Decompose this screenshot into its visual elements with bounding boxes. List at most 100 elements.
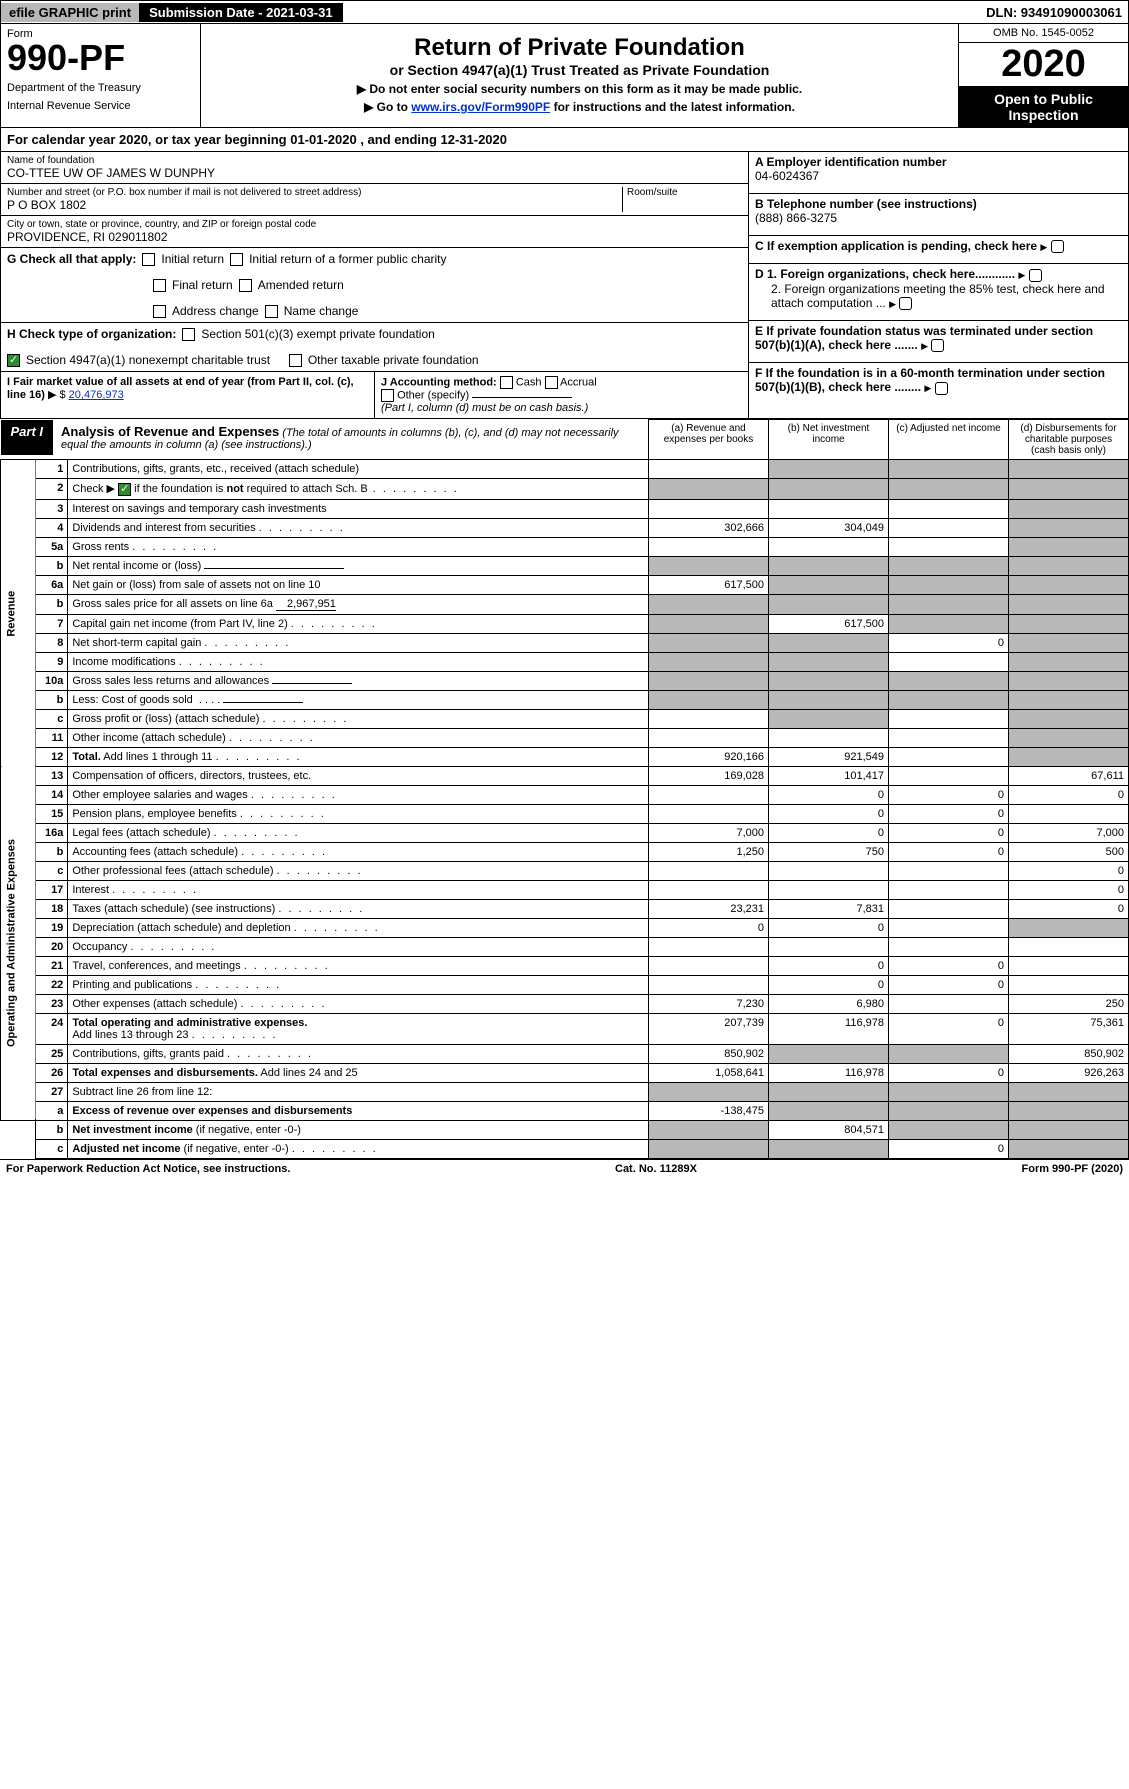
r12-a: 920,166 <box>649 747 769 766</box>
phone-label: B Telephone number (see instructions) <box>755 197 1122 211</box>
ein-label: A Employer identification number <box>755 155 1122 169</box>
foundation-name: CO-TTEE UW OF JAMES W DUNPHY <box>7 166 742 180</box>
row-6a: 6aNet gain or (loss) from sale of assets… <box>1 575 1129 594</box>
h-label: H Check type of organization: <box>7 327 176 341</box>
r21-c: 0 <box>889 956 1009 975</box>
c-checkbox[interactable] <box>1051 240 1064 253</box>
name-change-checkbox[interactable] <box>265 305 278 318</box>
r6a-desc: Net gain or (loss) from sale of assets n… <box>68 575 649 594</box>
tax-year: 2020 <box>959 43 1128 87</box>
f-checkbox[interactable] <box>935 382 948 395</box>
calendar-year-row: For calendar year 2020, or tax year begi… <box>0 128 1129 152</box>
d2-checkbox[interactable] <box>899 297 912 310</box>
r14-d: 0 <box>1009 785 1129 804</box>
d1-checkbox[interactable] <box>1029 269 1042 282</box>
irs-link[interactable]: www.irs.gov/Form990PF <box>411 100 550 114</box>
part1-table: Part I Analysis of Revenue and Expenses … <box>0 419 1129 1159</box>
initial-former-checkbox[interactable] <box>230 253 243 266</box>
foundation-info: Name of foundation CO-TTEE UW OF JAMES W… <box>0 152 1129 419</box>
accrual-checkbox[interactable] <box>545 376 558 389</box>
row-11: 11Other income (attach schedule) <box>1 728 1129 747</box>
r25-a: 850,902 <box>649 1044 769 1063</box>
r2-not: not <box>226 483 243 495</box>
r19-a: 0 <box>649 918 769 937</box>
row-2: 2Check ▶ if the foundation is not requir… <box>1 479 1129 500</box>
dept-treasury: Department of the Treasury <box>7 82 194 94</box>
r16b-desc: Accounting fees (attach schedule) <box>72 846 238 858</box>
r25-desc: Contributions, gifts, grants paid <box>72 1048 224 1060</box>
g-opt-4: Address change <box>172 304 259 318</box>
revenue-sidelabel: Revenue <box>1 460 36 767</box>
row-4: 4Dividends and interest from securities … <box>1 518 1129 537</box>
r24-c: 0 <box>889 1013 1009 1044</box>
part1-tag: Part I <box>1 420 54 455</box>
r9-desc: Income modifications <box>72 656 175 668</box>
address: P O BOX 1802 <box>7 198 622 212</box>
schB-checkbox[interactable] <box>118 483 131 496</box>
r6b-val: 2,967,951 <box>276 598 336 611</box>
r6b-desc: Gross sales price for all assets on line… <box>72 598 273 610</box>
r23-desc: Other expenses (attach schedule) <box>72 998 237 1010</box>
r22-b: 0 <box>769 975 889 994</box>
form-number: 990-PF <box>7 37 125 78</box>
r27c-c: 0 <box>889 1139 1009 1158</box>
r21-desc: Travel, conferences, and meetings <box>72 960 240 972</box>
r16a-c: 0 <box>889 823 1009 842</box>
room-label: Room/suite <box>627 187 742 198</box>
r21-b: 0 <box>769 956 889 975</box>
submission-date: Submission Date - 2021-03-31 <box>139 3 343 22</box>
r13-b: 101,417 <box>769 766 889 785</box>
dln: DLN: 93491090003061 <box>986 5 1128 20</box>
r24-bold: Total operating and administrative expen… <box>72 1017 307 1029</box>
row-15: 15Pension plans, employee benefits 00 <box>1 804 1129 823</box>
h-501c3-checkbox[interactable] <box>182 328 195 341</box>
row-5a: 5aGross rents <box>1 537 1129 556</box>
r16b-d: 500 <box>1009 842 1129 861</box>
row-6b: bGross sales price for all assets on lin… <box>1 594 1129 614</box>
r7-desc: Capital gain net income (from Part IV, l… <box>72 618 287 630</box>
amended-return-checkbox[interactable] <box>239 279 252 292</box>
r4-desc: Dividends and interest from securities <box>72 522 255 534</box>
r25-d: 850,902 <box>1009 1044 1129 1063</box>
goto-post: for instructions and the latest informat… <box>550 100 795 114</box>
r14-b: 0 <box>769 785 889 804</box>
address-change-checkbox[interactable] <box>153 305 166 318</box>
row-27a: aExcess of revenue over expenses and dis… <box>1 1101 1129 1120</box>
row-3: 3Interest on savings and temporary cash … <box>1 499 1129 518</box>
r14-desc: Other employee salaries and wages <box>72 789 247 801</box>
r26-bold: Total expenses and disbursements. <box>72 1067 258 1079</box>
name-label: Name of foundation <box>7 155 742 166</box>
r22-desc: Printing and publications <box>72 979 192 991</box>
h-4947-checkbox[interactable] <box>7 354 20 367</box>
page-footer: For Paperwork Reduction Act Notice, see … <box>0 1159 1129 1178</box>
other-method-checkbox[interactable] <box>381 389 394 402</box>
h-other-checkbox[interactable] <box>289 354 302 367</box>
i-arrow: ▶ $ <box>48 389 66 401</box>
row-27c: cAdjusted net income (if negative, enter… <box>1 1139 1129 1158</box>
row-16c: cOther professional fees (attach schedul… <box>1 861 1129 880</box>
row-20: 20Occupancy <box>1 937 1129 956</box>
j-cash: Cash <box>516 376 542 388</box>
e-checkbox[interactable] <box>931 339 944 352</box>
h-opt-3: Other taxable private foundation <box>308 353 479 367</box>
cash-checkbox[interactable] <box>500 376 513 389</box>
col-a-header: (a) Revenue and expenses per books <box>649 420 769 460</box>
r23-b: 6,980 <box>769 994 889 1013</box>
r18-desc: Taxes (attach schedule) (see instruction… <box>72 903 275 915</box>
r27b-desc: (if negative, enter -0-) <box>193 1124 301 1136</box>
d1-label: D 1. Foreign organizations, check here..… <box>755 267 1015 281</box>
r13-desc: Compensation of officers, directors, tru… <box>68 766 649 785</box>
g-opt-3: Amended return <box>258 278 344 292</box>
efile-badge: efile GRAPHIC print <box>1 3 139 22</box>
r16b-c: 0 <box>889 842 1009 861</box>
section-h: H Check type of organization: Section 50… <box>1 323 748 372</box>
r16b-a: 1,250 <box>649 842 769 861</box>
initial-return-checkbox[interactable] <box>142 253 155 266</box>
omb-number: OMB No. 1545-0052 <box>959 24 1128 43</box>
r27c-desc: (if negative, enter -0-) <box>181 1143 289 1155</box>
row-24: 24Total operating and administrative exp… <box>1 1013 1129 1044</box>
row-19: 19Depreciation (attach schedule) and dep… <box>1 918 1129 937</box>
final-return-checkbox[interactable] <box>153 279 166 292</box>
row-17: 17Interest 0 <box>1 880 1129 899</box>
g-opt-0: Initial return <box>161 252 224 266</box>
